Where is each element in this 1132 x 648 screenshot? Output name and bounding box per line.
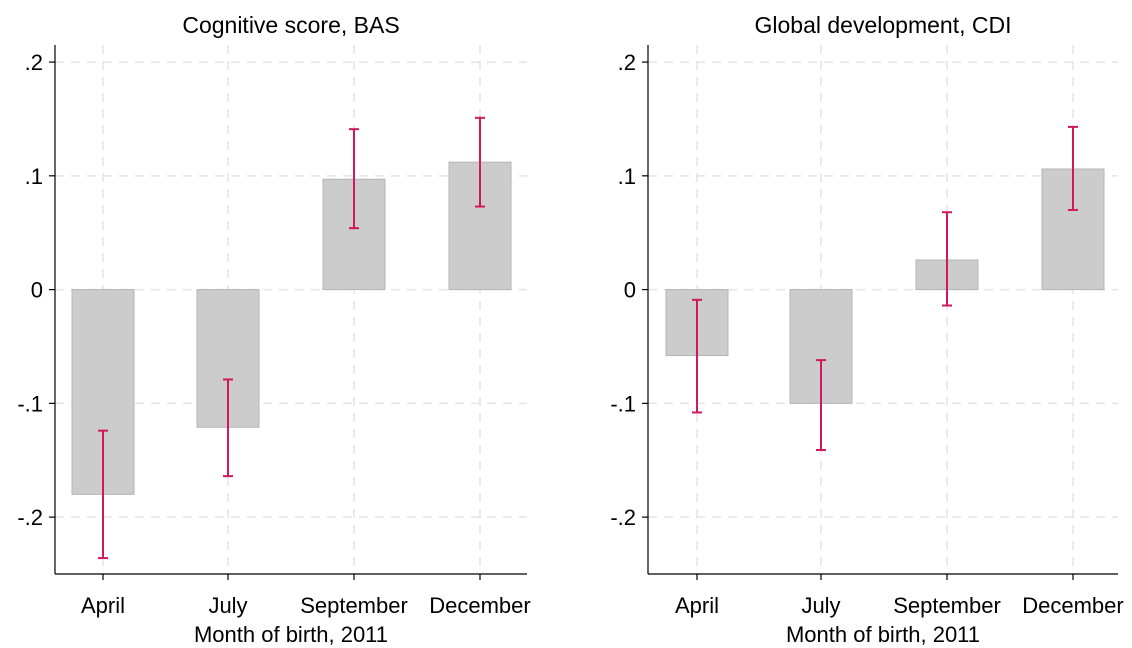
chart-plot: -.2 -.1 0 .1 .2 April July September December	[610, 45, 1124, 618]
y-tick-label: 0	[624, 278, 636, 303]
x-tick-label: December	[429, 593, 530, 618]
y-tick-label: .2	[25, 50, 43, 75]
y-tick-label: .1	[25, 164, 43, 189]
x-tick-label: April	[81, 593, 125, 618]
x-tick-label: July	[801, 593, 840, 618]
x-axis-label: Month of birth, 2011	[785, 622, 981, 647]
y-tick-label: .2	[618, 50, 636, 75]
chart-title: Cognitive score, BAS	[182, 12, 400, 38]
x-tick-label: September	[893, 593, 1001, 618]
bar	[789, 289, 853, 404]
x-tick-label: April	[675, 593, 719, 618]
x-tick-label: September	[300, 593, 408, 618]
x-tick-label: December	[1022, 593, 1123, 618]
y-tick-label: -.2	[17, 505, 43, 530]
y-tick-label: -.1	[17, 391, 43, 416]
y-tick-label: -.2	[610, 505, 636, 530]
x-tick-label: July	[208, 593, 247, 618]
chart-plot: -.2 -.1 0 .1 .2 April July September December	[17, 45, 531, 618]
chart-panel-bas: Cognitive score, BAS -.2 -.1 0 .1 .2 April Jul…	[17, 12, 531, 647]
y-tick-label: -.1	[610, 391, 636, 416]
chart-title: Global development, CDI	[754, 12, 1012, 38]
y-tick-label: 0	[31, 278, 43, 303]
chart-panel-cdi: Global development, CDI -.2 -.1 0 .1 .2 April…	[566, 0, 1132, 648]
x-axis-label: Month of birth, 2011	[193, 622, 389, 647]
y-tick-label: .1	[618, 164, 636, 189]
